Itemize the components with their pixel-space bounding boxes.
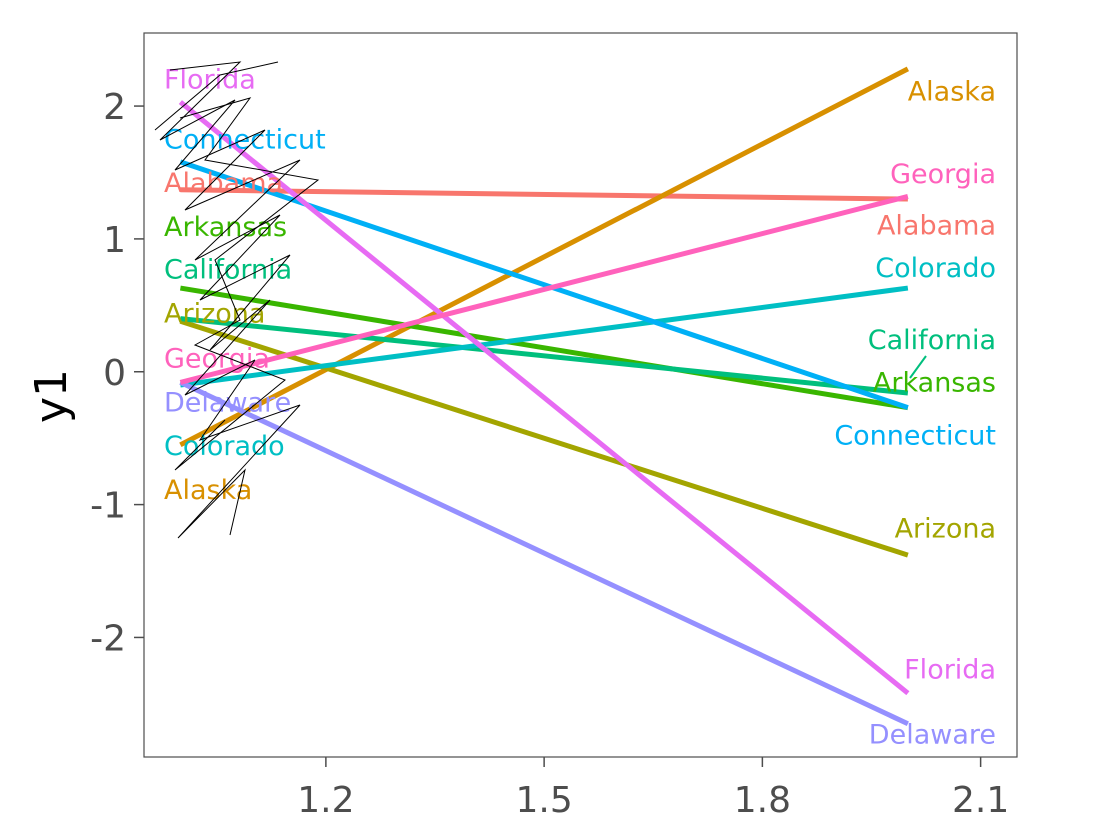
right-label-arizona: Arizona [895,514,996,545]
y-tick-label: -1 [90,486,126,527]
left-label-alaska: Alaska [164,475,252,506]
right-label-california: California [868,325,996,356]
series-line-california [180,316,909,396]
right-label-arkansas: Arkansas [873,367,996,398]
y-tick-label: 1 [103,220,126,261]
series-line-colorado [180,285,909,388]
doodle-scribble [154,61,320,539]
right-label-alaska: Alaska [908,76,996,107]
right-label-connecticut: Connecticut [834,421,996,452]
series-line-alaska [179,66,910,448]
line-labels: Florida Connecticut Alabama Arkansas Califor… [164,64,996,750]
right-label-georgia: Georgia [890,159,996,190]
x-tick-label: 1.2 [297,780,354,821]
right-label-alabama: Alabama [877,211,996,242]
y-axis-ticks: 2 1 0 -1 -2 [90,87,144,659]
series-lines [178,66,910,727]
right-label-colorado: Colorado [875,253,996,284]
series-line-arkansas [179,285,909,411]
left-label-florida: Florida [164,64,256,95]
right-label-florida: Florida [904,654,996,685]
series-line-delaware [179,380,909,727]
left-label-delaware: Delaware [164,387,291,418]
left-label-colorado: Colorado [164,431,285,462]
left-label-arkansas: Arkansas [164,212,287,243]
y-tick-label: -2 [90,618,126,659]
x-axis-ticks: 1.2 1.5 1.8 2.1 [297,757,1009,821]
x-tick-label: 1.5 [515,780,572,821]
x-tick-label: 1.8 [734,780,791,821]
left-label-alabama: Alabama [164,168,283,199]
series-line-georgia [179,193,909,385]
series-line-florida [178,100,910,696]
y-tick-label: 2 [103,87,126,128]
leader-california [909,355,927,379]
x-tick-label: 2.1 [952,780,1009,821]
series-line-alabama [180,187,908,202]
y-tick-label: 0 [103,353,126,394]
y-axis-title: y1 [26,369,77,423]
series-line-arizona [179,318,909,558]
right-label-delaware: Delaware [869,719,996,750]
